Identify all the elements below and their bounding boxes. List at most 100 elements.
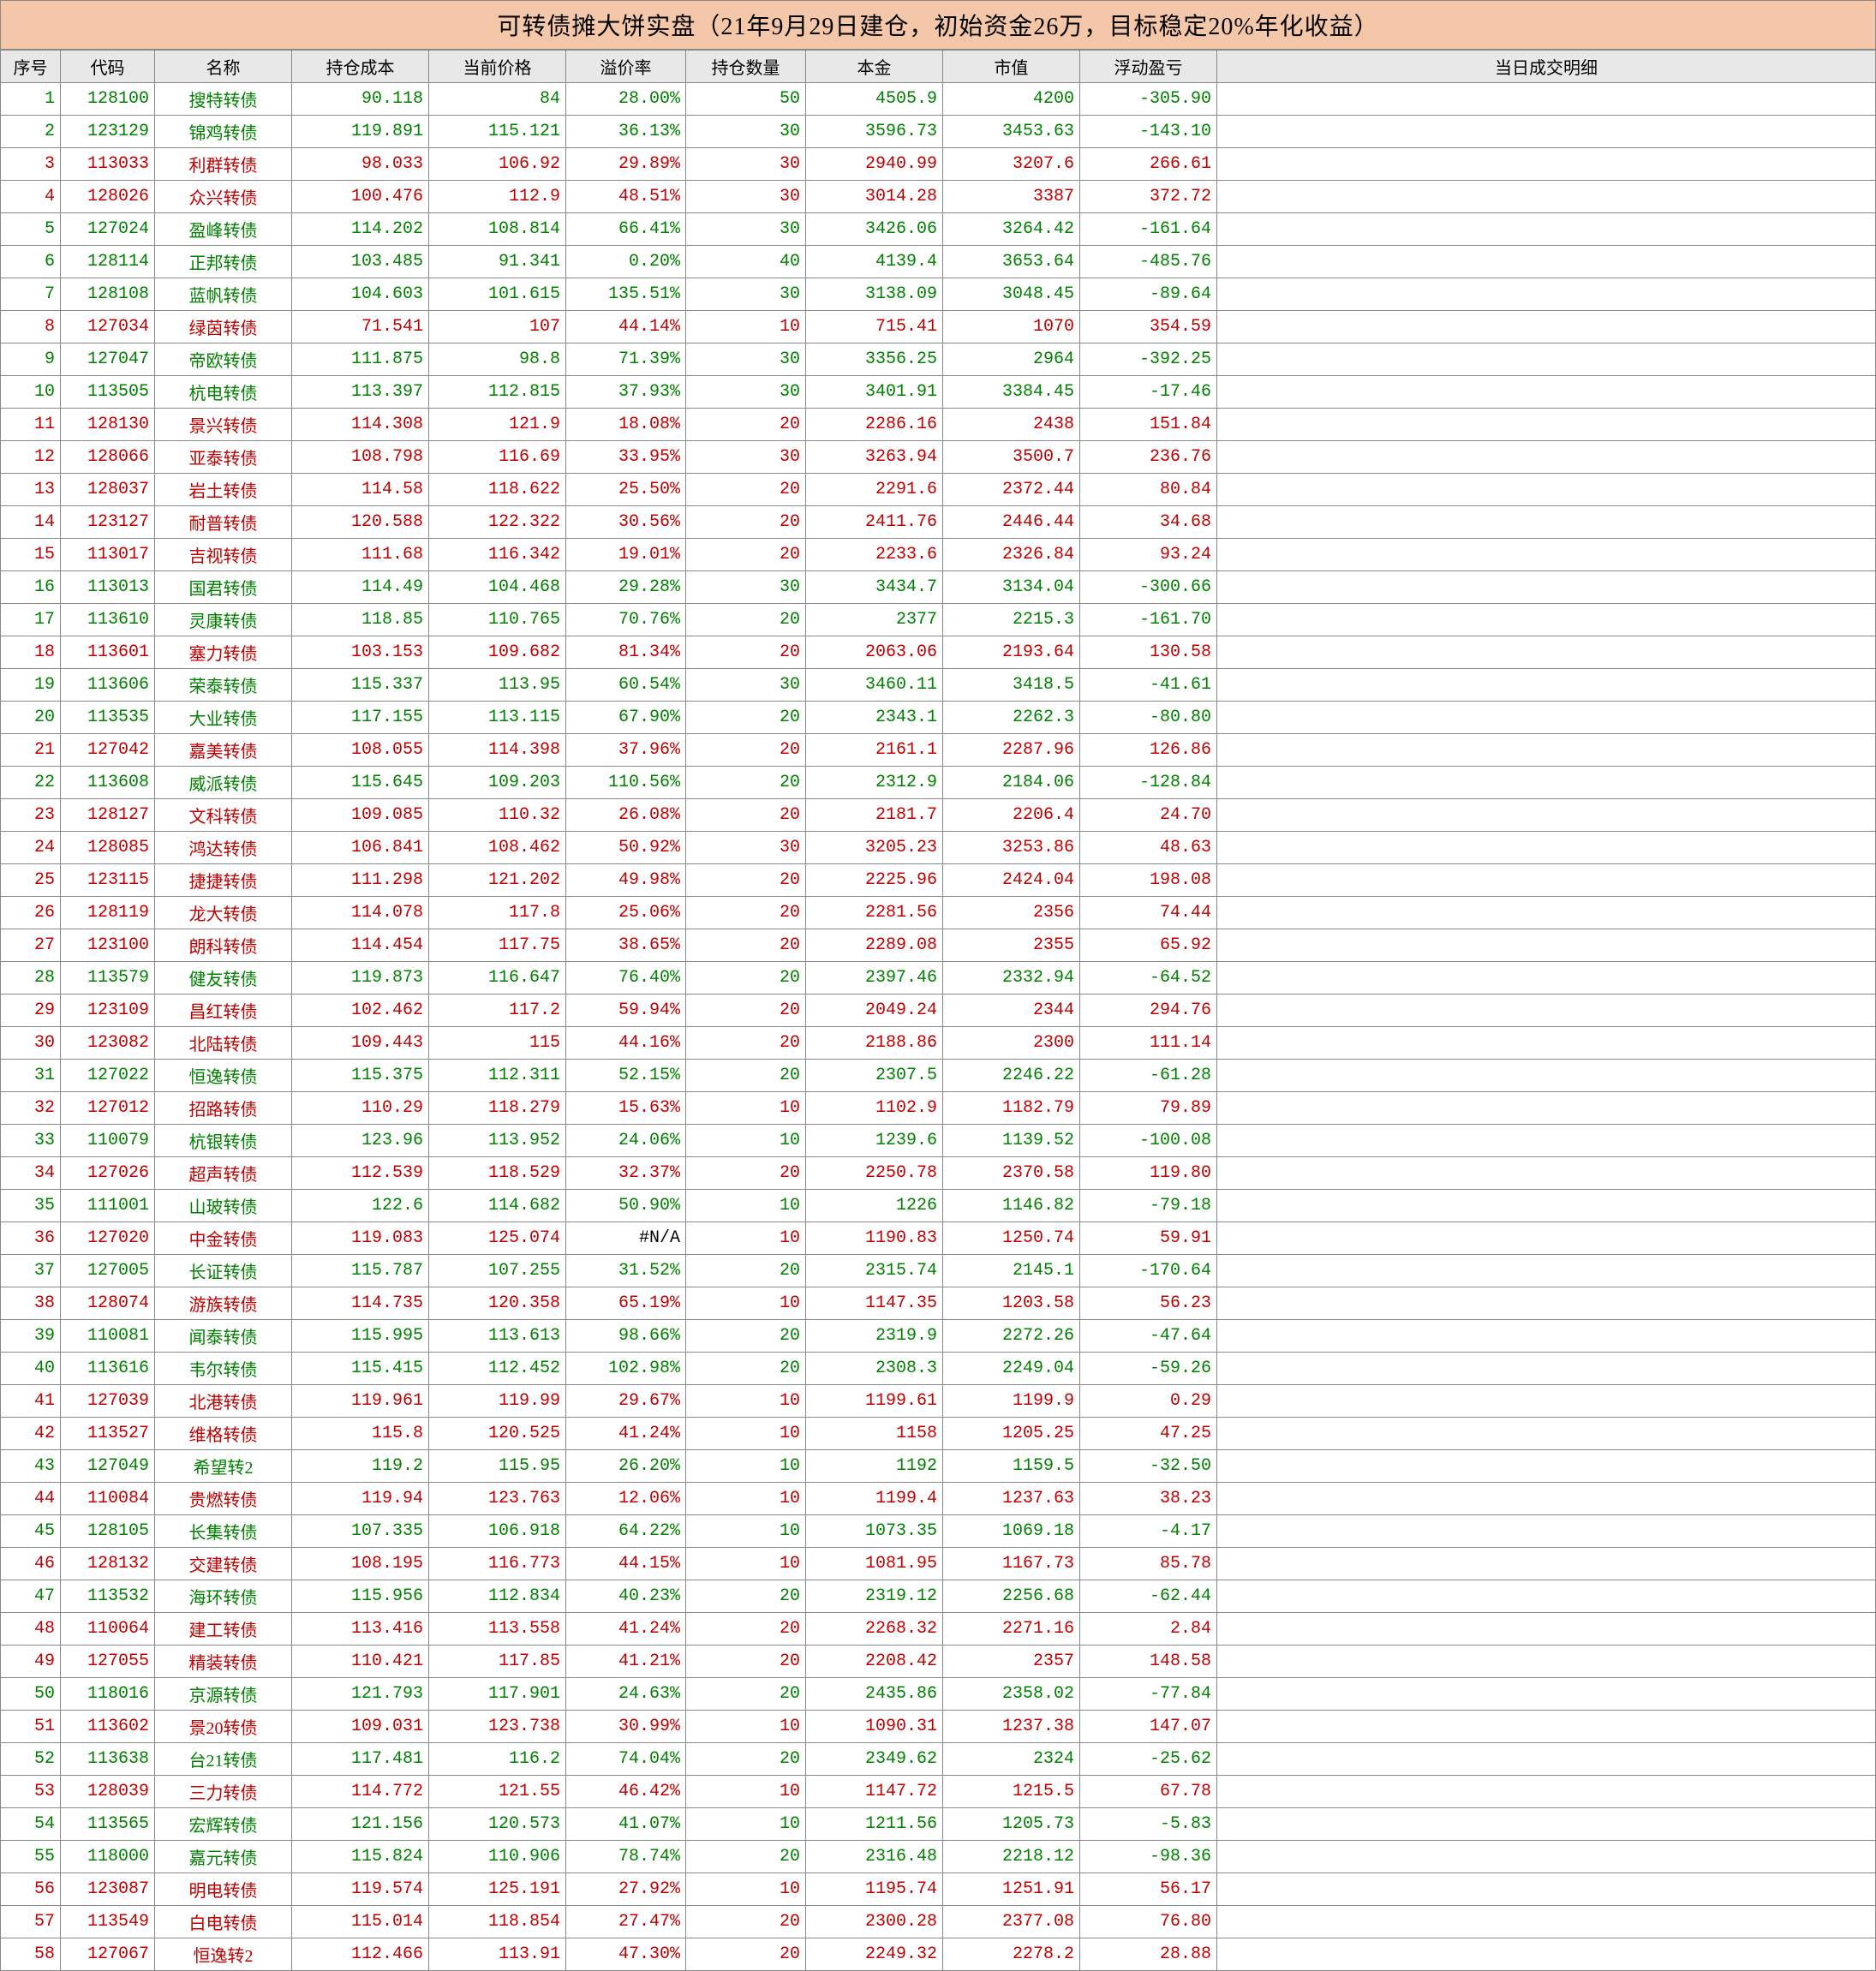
cell-pl: 372.72 [1080,181,1217,213]
cell-prin: 2291.6 [806,474,943,506]
cell-name: 荣泰转债 [155,669,292,702]
cell-cost: 117.481 [292,1743,429,1776]
cell-name: 超声转债 [155,1157,292,1190]
table-row: 43127049希望转2119.2115.9526.20%1011921159.… [1,1450,1876,1483]
cell-prin: 3401.91 [806,376,943,409]
cell-price: 121.202 [429,864,566,897]
cell-seq: 48 [1,1613,61,1645]
cell-detail [1217,1092,1876,1125]
cell-price: 118.854 [429,1906,566,1938]
cell-prin: 2161.1 [806,734,943,767]
cell-mv: 2424.04 [943,864,1080,897]
cell-code: 127020 [61,1222,155,1255]
cell-code: 128039 [61,1776,155,1808]
cell-qty: 10 [686,1548,806,1580]
cell-pl: 148.58 [1080,1645,1217,1678]
cell-qty: 20 [686,1353,806,1385]
table-row: 9127047帝欧转债111.87598.871.39%303356.25296… [1,343,1876,376]
cell-name: 山玻转债 [155,1190,292,1222]
cell-detail [1217,571,1876,604]
table-row: 24128085鸿达转债106.841108.46250.92%303205.2… [1,832,1876,864]
cell-prin: 2940.99 [806,148,943,181]
cell-name: 交建转债 [155,1548,292,1580]
cell-seq: 14 [1,506,61,539]
cell-pl: 56.23 [1080,1287,1217,1320]
cell-price: 110.32 [429,799,566,832]
cell-price: 117.85 [429,1645,566,1678]
cell-name: 恒逸转债 [155,1060,292,1092]
cell-seq: 25 [1,864,61,897]
cell-mv: 2357 [943,1645,1080,1678]
cell-pl: -128.84 [1080,767,1217,799]
cell-price: 123.763 [429,1483,566,1515]
cell-qty: 20 [686,897,806,929]
cell-code: 123115 [61,864,155,897]
cell-prem: 41.07% [566,1808,686,1841]
table-row: 47113532海环转债115.956112.83440.23%202319.1… [1,1580,1876,1613]
cell-qty: 10 [686,1125,806,1157]
cell-prin: 1158 [806,1418,943,1450]
cell-seq: 44 [1,1483,61,1515]
cell-pl: 85.78 [1080,1548,1217,1580]
cell-qty: 10 [686,1287,806,1320]
cell-cost: 115.787 [292,1255,429,1287]
cell-code: 113017 [61,539,155,571]
cell-prem: 12.06% [566,1483,686,1515]
cell-seq: 28 [1,962,61,994]
cell-name: 利群转债 [155,148,292,181]
cell-qty: 30 [686,669,806,702]
table-row: 4128026众兴转债100.476112.948.51%303014.2833… [1,181,1876,213]
cell-mv: 4200 [943,83,1080,116]
cell-qty: 30 [686,116,806,148]
cell-detail [1217,1613,1876,1645]
cell-price: 125.191 [429,1873,566,1906]
cell-qty: 20 [686,474,806,506]
cell-code: 123100 [61,929,155,962]
cell-name: 蓝帆转债 [155,278,292,311]
cell-prin: 4505.9 [806,83,943,116]
cell-price: 122.322 [429,506,566,539]
cell-mv: 3207.6 [943,148,1080,181]
cell-seq: 10 [1,376,61,409]
cell-detail [1217,994,1876,1027]
cell-prin: 2188.86 [806,1027,943,1060]
cell-code: 128127 [61,799,155,832]
cell-prem: #N/A [566,1222,686,1255]
cell-prem: 15.63% [566,1092,686,1125]
cell-name: 维格转债 [155,1418,292,1450]
header-seq: 序号 [1,51,61,83]
cell-price: 120.358 [429,1287,566,1320]
cell-pl: -305.90 [1080,83,1217,116]
cell-seq: 24 [1,832,61,864]
table-row: 30123082北陆转债109.44311544.16%202188.86230… [1,1027,1876,1060]
header-cost: 持仓成本 [292,51,429,83]
cell-seq: 20 [1,702,61,734]
cell-prem: 81.34% [566,636,686,669]
cell-qty: 10 [686,1385,806,1418]
cell-seq: 1 [1,83,61,116]
cell-pl: 294.76 [1080,994,1217,1027]
cell-qty: 20 [686,1580,806,1613]
cell-prem: 27.92% [566,1873,686,1906]
cell-prin: 2308.3 [806,1353,943,1385]
cell-mv: 1237.38 [943,1711,1080,1743]
cell-cost: 104.603 [292,278,429,311]
cell-prem: 46.42% [566,1776,686,1808]
cell-pl: 147.07 [1080,1711,1217,1743]
cell-pl: -79.18 [1080,1190,1217,1222]
cell-prem: 67.90% [566,702,686,734]
cell-cost: 115.014 [292,1906,429,1938]
cell-detail [1217,213,1876,246]
header-name: 名称 [155,51,292,83]
cell-detail [1217,1190,1876,1222]
cell-qty: 20 [686,994,806,1027]
cell-pl: -62.44 [1080,1580,1217,1613]
cell-prem: 47.30% [566,1938,686,1971]
cell-price: 113.558 [429,1613,566,1645]
cell-prem: 48.51% [566,181,686,213]
cell-mv: 1146.82 [943,1190,1080,1222]
cell-pl: -80.80 [1080,702,1217,734]
cell-seq: 54 [1,1808,61,1841]
cell-price: 115 [429,1027,566,1060]
table-row: 53128039三力转债114.772121.5546.42%101147.72… [1,1776,1876,1808]
